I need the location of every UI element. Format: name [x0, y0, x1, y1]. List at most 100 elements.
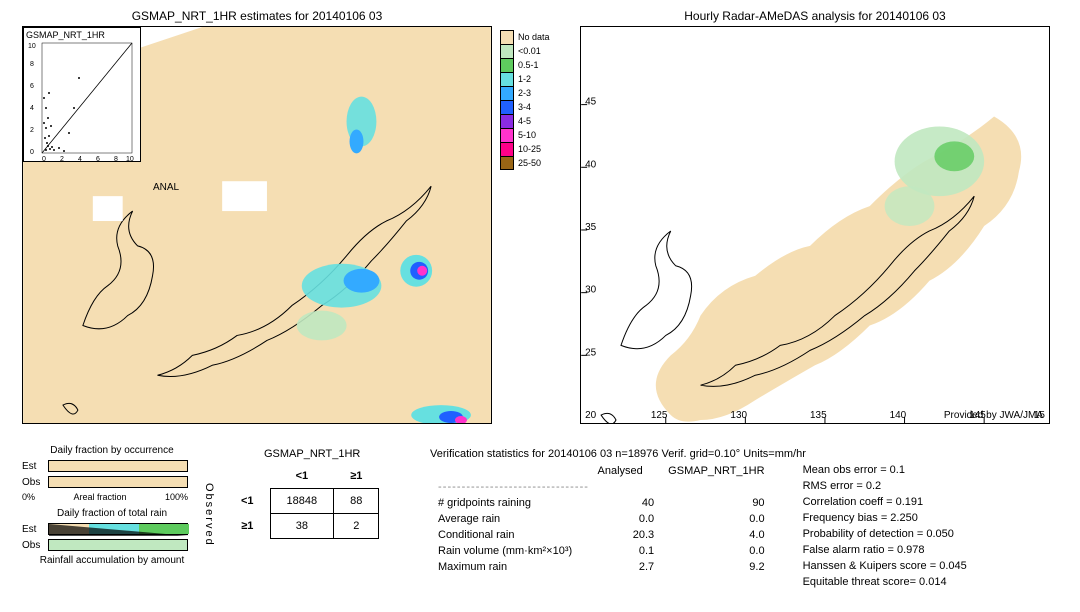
legend-swatch — [500, 86, 514, 100]
verif-row: Conditional rain20.34.0 — [432, 528, 771, 542]
verif-row: Maximum rain2.79.2 — [432, 560, 771, 574]
legend-swatch — [500, 128, 514, 142]
legend-row: 5-10 — [500, 128, 550, 142]
legend-swatch — [500, 142, 514, 156]
svg-text:35: 35 — [585, 222, 597, 233]
left-map-panel: GSMAP_NRT_1HR estimates for 20140106 03 … — [22, 26, 492, 424]
est-label-1: Est — [22, 461, 48, 472]
legend-label: 3-4 — [514, 102, 531, 112]
legend-row: 10-25 — [500, 142, 550, 156]
contingency-table: <1 ≥1 <1 18848 88 ≥1 38 2 — [225, 464, 379, 539]
legend-label: 4-5 — [514, 116, 531, 126]
total-rain-title: Daily fraction of total rain — [22, 508, 202, 519]
legend-swatch — [500, 44, 514, 58]
legend-row: No data — [500, 30, 550, 44]
svg-text:4: 4 — [78, 156, 82, 163]
fraction-bars: Daily fraction by occurrence Est Obs 0% … — [22, 445, 202, 570]
left-map-title: GSMAP_NRT_1HR estimates for 20140106 03 — [23, 9, 491, 23]
svg-text:10: 10 — [126, 156, 134, 163]
legend-label: 5-10 — [514, 130, 536, 140]
obs-rain-bar — [48, 539, 188, 551]
inset-title: GSMAP_NRT_1HR — [26, 30, 105, 40]
svg-text:30: 30 — [585, 285, 597, 296]
score-line: False alarm ratio = 0.978 — [803, 542, 967, 558]
svg-text:6: 6 — [30, 83, 34, 90]
svg-text:8: 8 — [114, 156, 118, 163]
verification-table: Analysed GSMAP_NRT_1HR - - - - - - - - -… — [430, 462, 773, 576]
legend-row: 0.5-1 — [500, 58, 550, 72]
svg-text:25: 25 — [585, 347, 597, 358]
score-line: Probability of detection = 0.050 — [803, 526, 967, 542]
axis-100: 100% — [165, 492, 188, 502]
legend-label: No data — [514, 32, 550, 42]
legend-row: 25-50 — [500, 156, 550, 170]
ct-cell-00: 18848 — [270, 489, 334, 514]
contingency-block: Observed GSMAP_NRT_1HR <1 ≥1 <1 18848 88… — [215, 448, 379, 539]
legend-label: 25-50 — [514, 158, 541, 168]
ct-cell-10: 38 — [270, 514, 334, 539]
colorbar-legend: No data <0.01 0.5-1 1-2 2-3 3-4 4-5 5-10 10-25 25… — [500, 30, 550, 170]
svg-text:0: 0 — [42, 156, 46, 163]
legend-swatch — [500, 72, 514, 86]
legend-swatch — [500, 156, 514, 170]
score-line: RMS error = 0.2 — [803, 478, 967, 494]
legend-row: 4-5 — [500, 114, 550, 128]
inset-scatter: GSMAP_NRT_1HR 0 2 4 6 8 10 0 2 4 6 8 10 — [23, 27, 141, 162]
ct-row-1: ≥1 — [225, 514, 270, 539]
obs-occurrence-bar — [48, 476, 188, 488]
occurrence-title: Daily fraction by occurrence — [22, 445, 202, 456]
verif-row: Average rain0.00.0 — [432, 512, 771, 526]
score-line: Frequency bias = 2.250 — [803, 510, 967, 526]
axis-mid: Areal fraction — [73, 492, 126, 502]
est-occurrence-bar — [48, 460, 188, 472]
observed-label: Observed — [203, 483, 215, 547]
svg-text:40: 40 — [585, 159, 597, 170]
legend-label: <0.01 — [514, 46, 541, 56]
legend-label: 10-25 — [514, 144, 541, 154]
legend-swatch — [500, 30, 514, 44]
axis-0: 0% — [22, 492, 35, 502]
ct-col-1: ≥1 — [334, 464, 379, 489]
legend-swatch — [500, 58, 514, 72]
svg-text:45: 45 — [585, 97, 597, 108]
legend-label: 2-3 — [514, 88, 531, 98]
svg-text:6: 6 — [96, 156, 100, 163]
legend-label: 0.5-1 — [514, 60, 539, 70]
score-line: Hanssen & Kuipers score = 0.045 — [803, 558, 967, 574]
right-map-title: Hourly Radar-AMeDAS analysis for 2014010… — [581, 9, 1049, 23]
accum-title: Rainfall accumulation by amount — [22, 555, 202, 566]
legend-swatch — [500, 114, 514, 128]
provided-by-label: Provided by JWA/JMA — [944, 410, 1043, 421]
est-rain-bar — [48, 523, 188, 535]
verif-row: Rain volume (mm·km²×10³)0.10.0 — [432, 544, 771, 558]
vh-0 — [432, 464, 578, 478]
ct-col-0: <1 — [270, 464, 334, 489]
svg-text:2: 2 — [60, 156, 64, 163]
ct-cell-11: 2 — [334, 514, 379, 539]
ct-cell-01: 88 — [334, 489, 379, 514]
verif-row: # gridpoints raining4090 — [432, 496, 771, 510]
svg-text:20: 20 — [585, 410, 597, 421]
svg-text:8: 8 — [30, 61, 34, 68]
vh-1: Analysed — [580, 464, 660, 478]
legend-row: 2-3 — [500, 86, 550, 100]
vh-2: GSMAP_NRT_1HR — [662, 464, 770, 478]
score-line: Correlation coeff = 0.191 — [803, 494, 967, 510]
obs-label-1: Obs — [22, 477, 48, 488]
right-map-panel: Hourly Radar-AMeDAS analysis for 2014010… — [580, 26, 1050, 424]
svg-text:4: 4 — [30, 105, 34, 112]
ct-row-0: <1 — [225, 489, 270, 514]
legend-row: 1-2 — [500, 72, 550, 86]
verification-title: Verification statistics for 20140106 03 … — [430, 448, 967, 460]
legend-row: 3-4 — [500, 100, 550, 114]
svg-text:2: 2 — [30, 127, 34, 134]
score-line: Mean obs error = 0.1 — [803, 462, 967, 478]
score-list: Mean obs error = 0.1RMS error = 0.2Corre… — [803, 462, 967, 590]
score-line: Equitable threat score= 0.014 — [803, 574, 967, 590]
svg-text:0: 0 — [30, 149, 34, 156]
legend-row: <0.01 — [500, 44, 550, 58]
est-label-2: Est — [22, 524, 48, 535]
svg-text:10: 10 — [28, 43, 36, 50]
contingency-title: GSMAP_NRT_1HR — [245, 448, 379, 460]
verification-block: Verification statistics for 20140106 03 … — [430, 448, 967, 590]
